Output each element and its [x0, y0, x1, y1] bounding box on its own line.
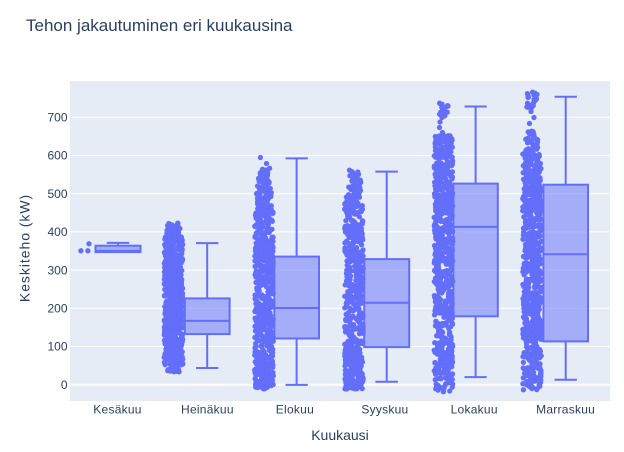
svg-text:Kesäkuu: Kesäkuu: [93, 403, 141, 417]
svg-text:Kuukausi: Kuukausi: [311, 427, 369, 443]
svg-text:Elokuu: Elokuu: [276, 403, 314, 417]
svg-text:Syyskuu: Syyskuu: [361, 403, 408, 417]
svg-text:400: 400: [47, 225, 67, 239]
svg-text:Marraskuu: Marraskuu: [536, 403, 595, 417]
svg-text:Tehon jakautuminen eri kuukaus: Tehon jakautuminen eri kuukausina: [26, 16, 293, 35]
svg-text:600: 600: [47, 149, 67, 163]
svg-text:Heinäkuu: Heinäkuu: [181, 403, 234, 417]
svg-text:500: 500: [47, 187, 67, 201]
svg-text:Lokakuu: Lokakuu: [451, 403, 498, 417]
svg-text:200: 200: [47, 302, 67, 316]
svg-text:700: 700: [47, 111, 67, 125]
svg-text:300: 300: [47, 263, 67, 277]
svg-text:100: 100: [47, 340, 67, 354]
svg-text:0: 0: [61, 378, 68, 392]
svg-text:Keskiteho (kW): Keskiteho (kW): [16, 194, 32, 302]
